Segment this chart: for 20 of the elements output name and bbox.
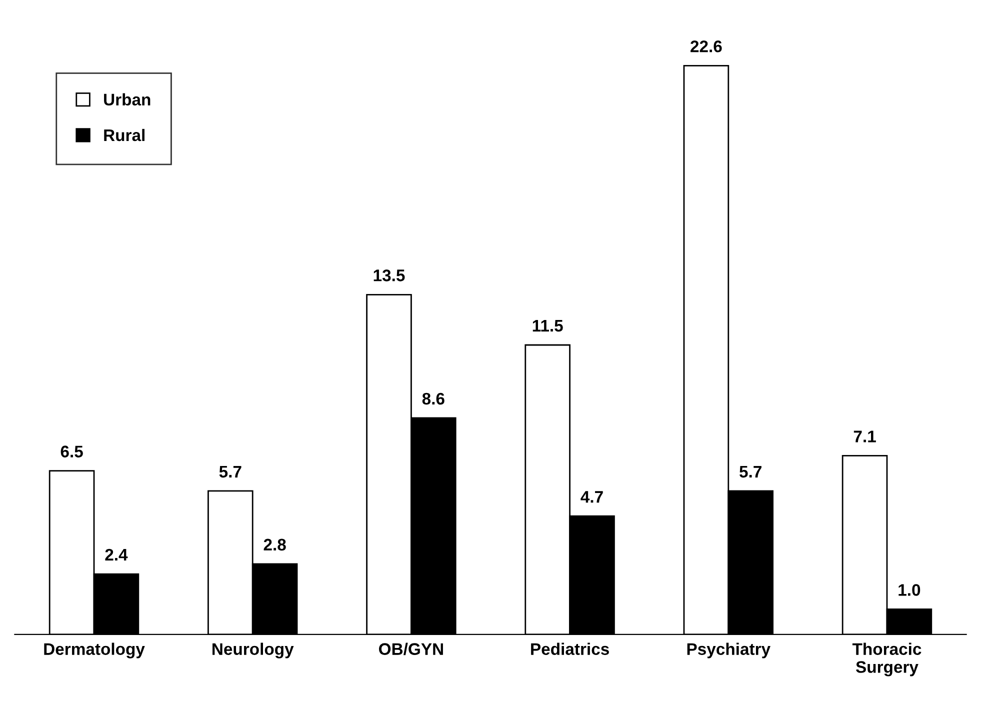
- data-label: 2.8: [264, 538, 286, 551]
- x-tick-label: Psychiatry: [687, 642, 770, 658]
- data-label: 8.6: [422, 392, 444, 405]
- x-tick-label: Thoracic Surgery: [852, 642, 922, 676]
- x-tick-label: Dermatology: [44, 642, 145, 658]
- data-label: 4.7: [580, 491, 603, 503]
- x-tick-label: OB/GYN: [379, 642, 443, 656]
- x-tick-label: Neurology: [212, 642, 294, 658]
- data-label: 13.5: [374, 270, 405, 282]
- data-label: 7.1: [854, 430, 876, 442]
- legend-label: Urban: [104, 93, 150, 106]
- data-label: 6.5: [60, 446, 83, 458]
- data-label: 22.6: [690, 40, 722, 52]
- data-label: 5.7: [219, 466, 242, 478]
- x-tick-label: Pediatrics: [531, 642, 609, 655]
- data-label: 11.5: [532, 320, 563, 332]
- data-label: 1.0: [898, 584, 920, 596]
- data-label: 2.4: [105, 548, 128, 560]
- legend-label: Rural: [104, 128, 144, 142]
- data-label: 5.7: [740, 466, 762, 478]
